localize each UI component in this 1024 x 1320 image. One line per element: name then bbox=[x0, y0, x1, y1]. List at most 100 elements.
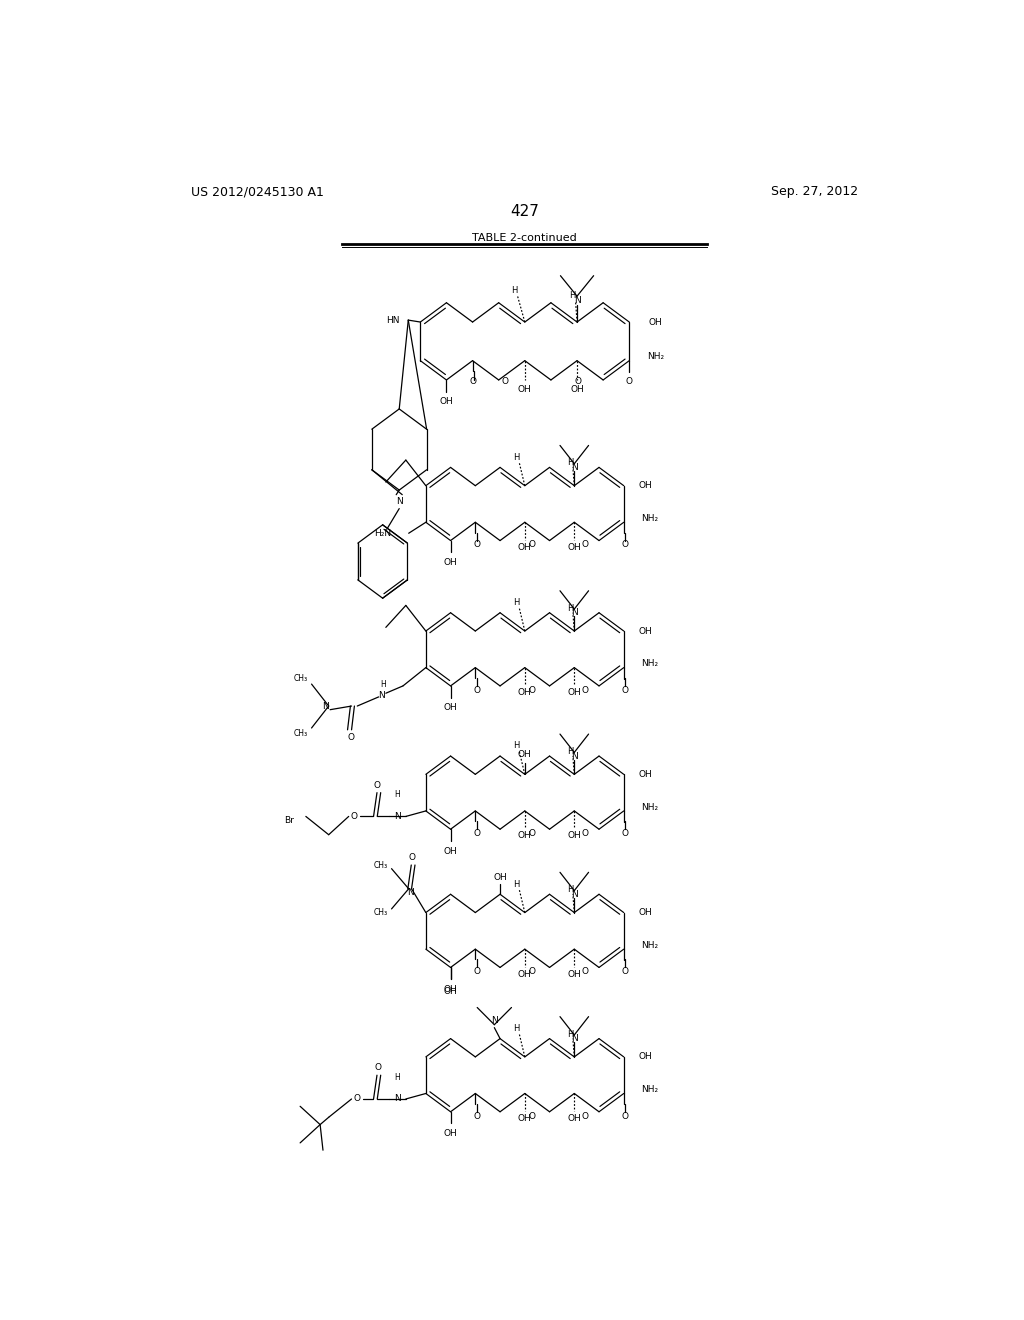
Text: O: O bbox=[622, 540, 629, 549]
Text: N: N bbox=[571, 751, 578, 760]
Text: NH₂: NH₂ bbox=[641, 803, 658, 812]
Text: OH: OH bbox=[439, 397, 454, 405]
Text: CH₃: CH₃ bbox=[373, 908, 387, 917]
Text: H: H bbox=[567, 1030, 573, 1039]
Text: O: O bbox=[529, 1111, 536, 1121]
Text: 427: 427 bbox=[510, 205, 540, 219]
Text: NH₂: NH₂ bbox=[641, 941, 658, 950]
Text: O: O bbox=[622, 829, 629, 838]
Text: H: H bbox=[567, 603, 573, 612]
Text: O: O bbox=[582, 968, 588, 977]
Text: O: O bbox=[409, 853, 416, 862]
Text: O: O bbox=[501, 378, 508, 387]
Text: O: O bbox=[353, 1094, 360, 1104]
Text: OH: OH bbox=[567, 1114, 582, 1123]
Text: H: H bbox=[394, 1073, 400, 1081]
Text: OH: OH bbox=[443, 985, 458, 994]
Text: O: O bbox=[351, 812, 358, 821]
Text: OH: OH bbox=[638, 627, 652, 635]
Text: O: O bbox=[374, 781, 381, 789]
Text: OH: OH bbox=[567, 970, 582, 978]
Text: NH₂: NH₂ bbox=[641, 513, 658, 523]
Text: O: O bbox=[529, 829, 536, 838]
Text: OH: OH bbox=[443, 987, 458, 995]
Text: N: N bbox=[571, 890, 578, 899]
Text: H: H bbox=[513, 1024, 519, 1032]
Text: O: O bbox=[347, 733, 354, 742]
Text: N: N bbox=[396, 498, 402, 506]
Text: OH: OH bbox=[638, 770, 652, 779]
Text: Br: Br bbox=[285, 816, 295, 825]
Text: H: H bbox=[380, 680, 386, 689]
Text: OH: OH bbox=[443, 846, 458, 855]
Text: O: O bbox=[582, 686, 588, 694]
Text: NH₂: NH₂ bbox=[641, 1085, 658, 1094]
Text: O: O bbox=[473, 968, 480, 977]
Text: H: H bbox=[567, 458, 573, 467]
Text: O: O bbox=[622, 686, 629, 694]
Text: Sep. 27, 2012: Sep. 27, 2012 bbox=[771, 185, 858, 198]
Text: O: O bbox=[473, 540, 480, 549]
Text: H₂N: H₂N bbox=[375, 529, 391, 537]
Text: O: O bbox=[622, 1111, 629, 1121]
Text: OH: OH bbox=[518, 543, 531, 552]
Text: H: H bbox=[567, 886, 573, 895]
Text: O: O bbox=[529, 540, 536, 549]
Text: OH: OH bbox=[518, 970, 531, 978]
Text: OH: OH bbox=[567, 832, 582, 841]
Text: O: O bbox=[473, 1111, 480, 1121]
Text: OH: OH bbox=[518, 750, 531, 759]
Text: N: N bbox=[323, 701, 329, 710]
Text: OH: OH bbox=[570, 385, 584, 395]
Text: O: O bbox=[582, 1111, 588, 1121]
Text: N: N bbox=[571, 1034, 578, 1043]
Text: H: H bbox=[513, 453, 519, 462]
Text: O: O bbox=[375, 1064, 381, 1072]
Text: OH: OH bbox=[518, 1114, 531, 1123]
Text: OH: OH bbox=[567, 543, 582, 552]
Text: O: O bbox=[473, 829, 480, 838]
Text: N: N bbox=[378, 690, 385, 700]
Text: O: O bbox=[622, 968, 629, 977]
Text: O: O bbox=[582, 540, 588, 549]
Text: H: H bbox=[567, 747, 573, 756]
Text: US 2012/0245130 A1: US 2012/0245130 A1 bbox=[191, 185, 325, 198]
Text: N: N bbox=[407, 888, 414, 898]
Text: O: O bbox=[473, 686, 480, 694]
Text: OH: OH bbox=[443, 704, 458, 713]
Text: H: H bbox=[513, 742, 519, 750]
Text: N: N bbox=[571, 609, 578, 618]
Text: H: H bbox=[511, 286, 517, 294]
Text: N: N bbox=[490, 1016, 498, 1024]
Text: OH: OH bbox=[638, 908, 652, 917]
Text: OH: OH bbox=[443, 1129, 458, 1138]
Text: N: N bbox=[394, 1094, 400, 1104]
Text: NH₂: NH₂ bbox=[641, 660, 658, 668]
Text: OH: OH bbox=[518, 688, 531, 697]
Text: OH: OH bbox=[567, 688, 582, 697]
Text: O: O bbox=[626, 378, 633, 387]
Text: H: H bbox=[513, 598, 519, 607]
Text: N: N bbox=[573, 296, 581, 305]
Text: OH: OH bbox=[518, 385, 531, 395]
Text: OH: OH bbox=[494, 874, 507, 882]
Text: NH₂: NH₂ bbox=[647, 352, 665, 362]
Text: O: O bbox=[529, 968, 536, 977]
Text: CH₃: CH₃ bbox=[293, 729, 307, 738]
Text: OH: OH bbox=[638, 1052, 652, 1061]
Text: OH: OH bbox=[638, 482, 652, 490]
Text: OH: OH bbox=[443, 558, 458, 568]
Text: N: N bbox=[571, 463, 578, 471]
Text: H: H bbox=[513, 879, 519, 888]
Text: N: N bbox=[394, 812, 400, 821]
Text: CH₃: CH₃ bbox=[293, 675, 307, 682]
Text: H: H bbox=[569, 292, 575, 300]
Text: CH₃: CH₃ bbox=[373, 861, 387, 870]
Text: O: O bbox=[529, 686, 536, 694]
Text: TABLE 2-continued: TABLE 2-continued bbox=[472, 232, 578, 243]
Text: OH: OH bbox=[518, 832, 531, 841]
Text: OH: OH bbox=[649, 318, 663, 326]
Text: H: H bbox=[394, 789, 400, 799]
Text: O: O bbox=[574, 378, 582, 387]
Text: O: O bbox=[469, 378, 476, 387]
